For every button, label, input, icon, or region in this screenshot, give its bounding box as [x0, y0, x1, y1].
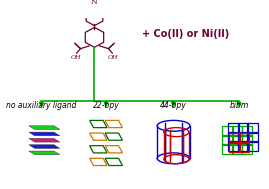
Bar [228, 123, 239, 132]
Bar [232, 144, 242, 154]
Polygon shape [29, 145, 60, 148]
Bar [222, 135, 233, 145]
Text: + Co(II) or Ni(II): + Co(II) or Ni(II) [143, 29, 230, 39]
Text: bibm: bibm [229, 101, 249, 110]
Bar [229, 142, 240, 152]
Bar [222, 144, 233, 154]
Text: OH: OH [108, 54, 119, 60]
Bar [229, 132, 240, 143]
Bar [239, 132, 249, 143]
Bar [222, 126, 233, 136]
Bar [238, 132, 248, 142]
Bar [228, 141, 239, 151]
Bar [247, 123, 258, 132]
Text: OH: OH [70, 54, 81, 60]
Bar [232, 135, 242, 145]
Bar [238, 141, 248, 151]
Bar [238, 123, 248, 132]
Bar [228, 132, 239, 142]
Polygon shape [29, 139, 60, 142]
Bar [242, 144, 252, 154]
Bar [242, 135, 252, 145]
Polygon shape [29, 151, 60, 155]
Bar [247, 132, 258, 142]
Polygon shape [29, 126, 60, 129]
Bar [242, 126, 252, 136]
Text: no auxiliary ligand: no auxiliary ligand [6, 101, 77, 110]
Bar [247, 141, 258, 151]
Bar [232, 126, 242, 136]
Text: N: N [91, 0, 98, 6]
Polygon shape [29, 132, 60, 136]
Text: 22-bpy: 22-bpy [93, 101, 119, 110]
Text: 44-bpy: 44-bpy [160, 101, 187, 110]
Bar [239, 142, 249, 152]
